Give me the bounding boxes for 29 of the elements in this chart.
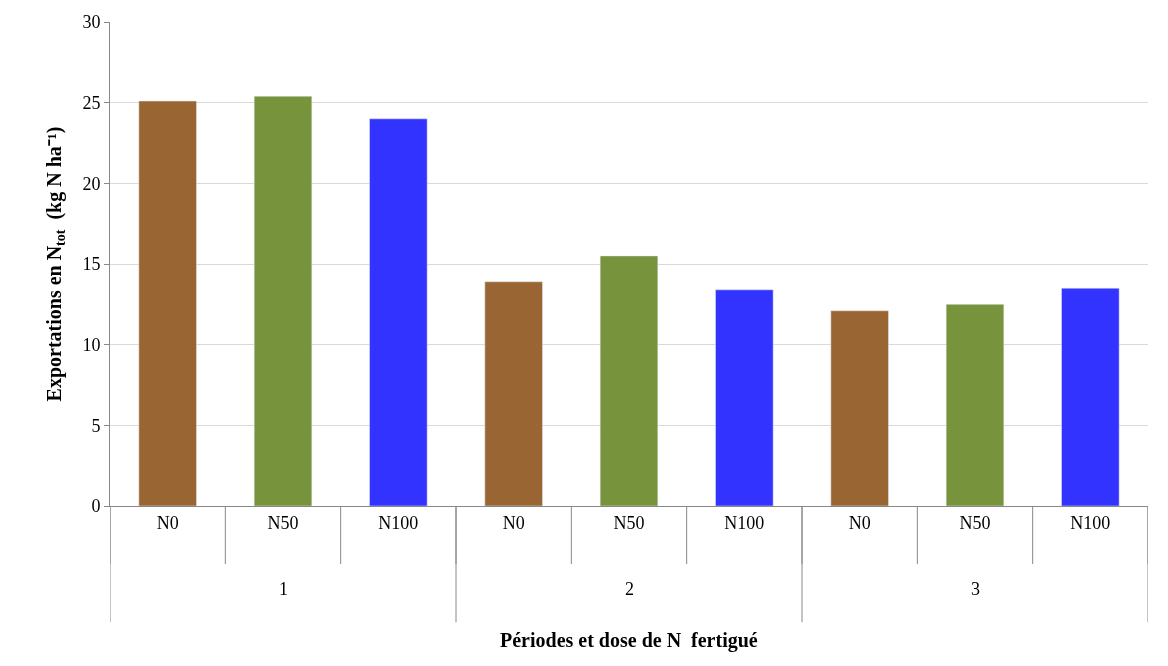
x-tick-label: N50 [613, 512, 645, 533]
x-tick-label: N0 [502, 512, 525, 533]
text: 3 [971, 579, 980, 599]
bar [484, 281, 543, 506]
bar [253, 95, 313, 506]
bar [945, 304, 1005, 506]
y-tick-label: 10 [82, 334, 101, 355]
x-tick-label: N50 [959, 512, 991, 533]
y-tick-label: 5 [91, 415, 101, 436]
bar [138, 100, 197, 506]
x-tick-label: N0 [848, 512, 871, 533]
bar [369, 118, 428, 506]
x-tick-label: N100 [724, 512, 765, 533]
bar [830, 310, 889, 506]
x-tick-label: N100 [1070, 512, 1111, 533]
bar [1061, 287, 1120, 506]
y-tick-label: 25 [82, 92, 101, 113]
y-tick-label: 30 [82, 12, 101, 33]
x-tick-label: N50 [267, 512, 299, 533]
x-tick-label: N0 [156, 512, 179, 533]
y-tick-label: 15 [82, 254, 101, 275]
text: 1 [279, 579, 288, 599]
text: 2 [625, 579, 634, 599]
bar [599, 255, 659, 506]
y-tick-label: 20 [82, 173, 101, 194]
y-tick-label: 0 [91, 496, 101, 517]
x-axis-title: Périodes et dose de N fertigué [500, 629, 758, 652]
x-tick-label: N100 [378, 512, 419, 533]
bar [715, 289, 774, 506]
